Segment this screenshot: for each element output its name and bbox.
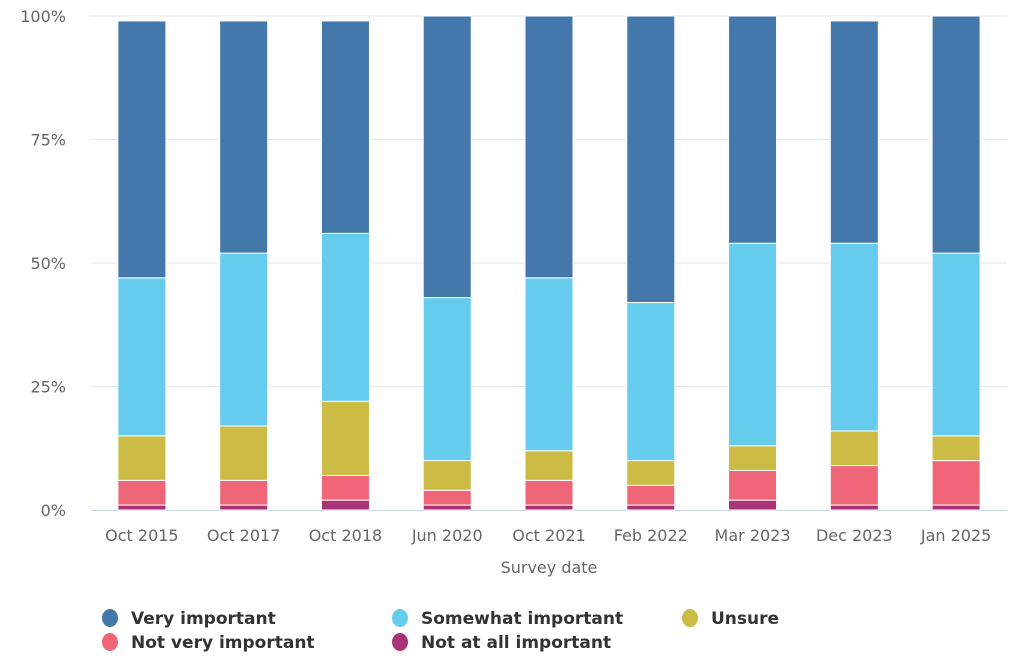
x-axis-label: Survey date bbox=[501, 558, 598, 577]
bar-segment-not-at-all-important[interactable] bbox=[219, 504, 269, 511]
bars bbox=[117, 15, 981, 511]
bar-segment-very-important[interactable] bbox=[422, 15, 472, 299]
legend-item-not-at-all-important[interactable]: Not at all important bbox=[392, 633, 611, 653]
bar-segment-not-very-important[interactable] bbox=[524, 479, 574, 506]
bar-segment-not-at-all-important[interactable] bbox=[626, 504, 676, 511]
y-tick-label: 50% bbox=[30, 254, 66, 273]
legend-label: Unsure bbox=[711, 609, 779, 629]
bar-segment-very-important[interactable] bbox=[524, 15, 574, 279]
y-tick-label: 75% bbox=[30, 131, 66, 150]
bar-stack bbox=[829, 20, 879, 511]
bar-segment-not-at-all-important[interactable] bbox=[829, 504, 879, 511]
x-tick-label: Feb 2022 bbox=[614, 526, 688, 545]
x-axis-ticks: Oct 2015 Oct 2017 Oct 2018 Jun 2020 Oct 2021… bbox=[105, 526, 991, 545]
bar-segment-somewhat-important[interactable] bbox=[219, 252, 269, 427]
bar-segment-somewhat-important[interactable] bbox=[320, 232, 370, 402]
bar-segment-not-at-all-important[interactable] bbox=[524, 504, 574, 511]
bar-segment-unsure[interactable] bbox=[422, 460, 472, 491]
bar-segment-not-very-important[interactable] bbox=[931, 460, 981, 506]
bar-segment-not-very-important[interactable] bbox=[219, 479, 269, 506]
legend-marker-icon bbox=[102, 609, 118, 627]
bar-segment-very-important[interactable] bbox=[320, 20, 370, 234]
bar-segment-not-very-important[interactable] bbox=[626, 484, 676, 506]
bar-segment-not-at-all-important[interactable] bbox=[320, 499, 370, 511]
bar-segment-unsure[interactable] bbox=[219, 425, 269, 481]
bar-segment-unsure[interactable] bbox=[931, 435, 981, 462]
bar-segment-somewhat-important[interactable] bbox=[626, 302, 676, 462]
bar-stack bbox=[219, 20, 269, 511]
bar-segment-somewhat-important[interactable] bbox=[931, 252, 981, 437]
bar-segment-not-very-important[interactable] bbox=[829, 465, 879, 506]
y-axis-ticks: 0% 25% 50% 75% 100% bbox=[20, 7, 66, 520]
bar-segment-very-important[interactable] bbox=[931, 15, 981, 254]
bar-stack bbox=[117, 20, 167, 511]
bar-stack bbox=[422, 15, 472, 511]
bar-segment-not-at-all-important[interactable] bbox=[728, 499, 778, 511]
bar-segment-not-very-important[interactable] bbox=[320, 474, 370, 501]
legend-item-somewhat-important[interactable]: Somewhat important bbox=[392, 609, 623, 629]
bar-segment-very-important[interactable] bbox=[626, 15, 676, 304]
legend-label: Very important bbox=[131, 609, 276, 629]
bar-segment-very-important[interactable] bbox=[829, 20, 879, 244]
bar-segment-somewhat-important[interactable] bbox=[117, 277, 167, 437]
bar-stack bbox=[524, 15, 574, 511]
x-tick-label: Oct 2017 bbox=[207, 526, 280, 545]
bar-segment-not-very-important[interactable] bbox=[728, 469, 778, 501]
y-tick-label: 100% bbox=[20, 7, 66, 26]
bar-segment-not-at-all-important[interactable] bbox=[117, 504, 167, 511]
legend-item-unsure[interactable]: Unsure bbox=[682, 609, 779, 629]
bar-segment-unsure[interactable] bbox=[728, 445, 778, 471]
bar-segment-unsure[interactable] bbox=[829, 430, 879, 467]
bar-segment-somewhat-important[interactable] bbox=[829, 242, 879, 432]
legend-label: Somewhat important bbox=[421, 609, 623, 629]
legend-marker-icon bbox=[392, 609, 408, 627]
bar-segment-very-important[interactable] bbox=[728, 15, 778, 244]
x-tick-label: Oct 2021 bbox=[512, 526, 585, 545]
bar-segment-somewhat-important[interactable] bbox=[524, 277, 574, 452]
bar-segment-very-important[interactable] bbox=[219, 20, 269, 254]
bar-segment-not-at-all-important[interactable] bbox=[931, 504, 981, 511]
legend-label: Not very important bbox=[131, 633, 315, 653]
legend-marker-icon bbox=[682, 609, 698, 627]
legend: Very important Somewhat important Unsure No… bbox=[102, 609, 779, 653]
bar-segment-unsure[interactable] bbox=[524, 450, 574, 481]
bar-segment-unsure[interactable] bbox=[626, 460, 676, 486]
legend-marker-icon bbox=[392, 633, 408, 651]
bar-segment-somewhat-important[interactable] bbox=[422, 297, 472, 462]
bar-stack bbox=[320, 20, 370, 511]
bar-stack bbox=[728, 15, 778, 511]
bar-segment-not-at-all-important[interactable] bbox=[422, 504, 472, 511]
y-tick-label: 0% bbox=[41, 501, 66, 520]
bar-segment-very-important[interactable] bbox=[117, 20, 167, 279]
x-tick-label: Dec 2023 bbox=[816, 526, 893, 545]
legend-marker-icon bbox=[102, 633, 118, 651]
x-tick-label: Jun 2020 bbox=[411, 526, 483, 545]
x-tick-label: Oct 2015 bbox=[105, 526, 178, 545]
legend-label: Not at all important bbox=[421, 633, 611, 653]
legend-item-very-important[interactable]: Very important bbox=[102, 609, 276, 629]
bar-stack bbox=[931, 15, 981, 511]
bar-segment-unsure[interactable] bbox=[117, 435, 167, 481]
x-tick-label: Oct 2018 bbox=[309, 526, 382, 545]
bar-segment-not-very-important[interactable] bbox=[117, 479, 167, 506]
legend-item-not-very-important[interactable]: Not very important bbox=[102, 633, 315, 653]
x-tick-label: Mar 2023 bbox=[715, 526, 791, 545]
bar-segment-somewhat-important[interactable] bbox=[728, 242, 778, 447]
x-tick-label: Jan 2025 bbox=[920, 526, 991, 545]
bar-stack bbox=[626, 15, 676, 511]
y-tick-label: 25% bbox=[30, 378, 66, 397]
bar-segment-not-very-important[interactable] bbox=[422, 489, 472, 506]
bar-segment-unsure[interactable] bbox=[320, 400, 370, 476]
